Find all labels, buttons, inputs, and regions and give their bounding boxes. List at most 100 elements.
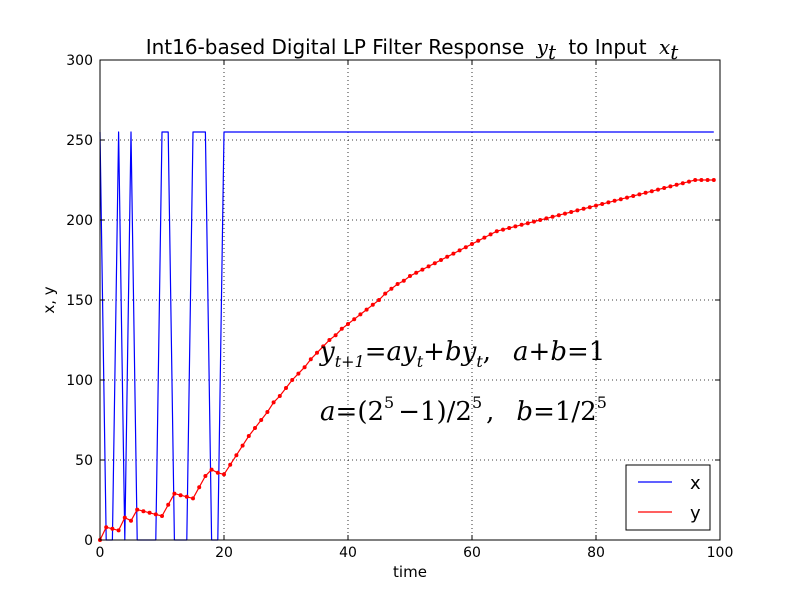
- series-point-y: [550, 214, 555, 219]
- series-point-y: [178, 493, 183, 498]
- eq1-a: a: [387, 337, 403, 367]
- series-point-y: [141, 509, 146, 514]
- series-point-y: [482, 235, 487, 240]
- y-tick-label: 200: [66, 213, 93, 229]
- series-point-y: [705, 178, 710, 182]
- series-point-y: [271, 400, 276, 405]
- legend-label-y: y: [690, 503, 701, 524]
- chart-title-x-symbol: x: [659, 35, 670, 59]
- series-point-y: [618, 197, 623, 202]
- series-point-y: [333, 333, 338, 338]
- series-point-y: [246, 434, 251, 438]
- eq1-y2-sub: t: [476, 352, 483, 371]
- grid-lines: [100, 60, 720, 540]
- eq1-y1: y: [401, 337, 417, 367]
- eq2-b: b: [516, 397, 533, 427]
- eq1-y2: y: [461, 337, 477, 367]
- y-tick-label: 0: [84, 533, 93, 549]
- series-point-y: [470, 242, 474, 246]
- series-point-y: [525, 221, 530, 226]
- y-tick-label: 50: [75, 453, 93, 469]
- series-point-y: [445, 254, 450, 259]
- y-tick-label: 150: [66, 293, 93, 309]
- eq1-rel-plus: +: [529, 337, 551, 367]
- series-point-y: [284, 386, 288, 390]
- series-point-y: [519, 222, 524, 227]
- series-point-y: [222, 472, 226, 477]
- series-point-y: [209, 467, 214, 472]
- series-point-y: [532, 219, 536, 224]
- series-point-y: [463, 245, 468, 250]
- x-tick-label: 80: [587, 545, 605, 561]
- series-point-y: [296, 371, 301, 376]
- series-point-y: [587, 205, 592, 210]
- eq2-a: a: [320, 397, 336, 427]
- series-point-y: [153, 512, 158, 517]
- series-point-y: [408, 274, 412, 278]
- series-point-y: [594, 203, 598, 208]
- series-point-y: [358, 312, 363, 317]
- series-point-y: [259, 418, 264, 422]
- y-tick-label: 100: [66, 373, 93, 389]
- series-point-y: [556, 213, 561, 218]
- series-line-x: [99, 131, 714, 541]
- series-point-y: [699, 178, 704, 182]
- series-point-y: [160, 514, 164, 518]
- series-point-y: [215, 470, 220, 475]
- series-point-y: [581, 206, 586, 211]
- eq2-eq: =: [336, 397, 358, 427]
- eq1-lhs: y: [319, 337, 335, 367]
- series-point-y: [649, 189, 654, 194]
- series-point-y: [637, 192, 642, 197]
- series-point-y: [228, 462, 233, 467]
- series-point-y: [147, 510, 152, 515]
- y-axis-label: x, y: [40, 286, 58, 313]
- series-point-y: [488, 232, 493, 237]
- series-point-y: [315, 350, 319, 355]
- series-point-y: [377, 298, 381, 302]
- series-point-y: [302, 365, 307, 370]
- series-point-y: [420, 267, 425, 272]
- series-layer: [98, 131, 716, 542]
- eq2-b-eq: =: [533, 397, 555, 427]
- series-point-y: [513, 224, 518, 229]
- series-point-y: [668, 184, 673, 189]
- series-point-y: [110, 526, 115, 531]
- series-point-y: [401, 278, 406, 283]
- eq1-eq: =: [365, 337, 387, 367]
- series-point-y: [656, 187, 660, 192]
- series-point-y: [631, 194, 636, 198]
- eq2-b-val: 1/2: [555, 397, 597, 427]
- series-point-y: [191, 496, 195, 501]
- series-point-y: [432, 261, 437, 266]
- series-point-y: [501, 227, 505, 232]
- x-tick-label: 0: [96, 545, 105, 561]
- series-point-y: [203, 474, 208, 478]
- series-line-y: [99, 179, 714, 541]
- series-point-y: [680, 181, 685, 186]
- eq1-plus: +: [423, 337, 445, 367]
- equation-coefficients: a=(25 −1)/25, b=1/25: [320, 393, 607, 427]
- series-point-y: [370, 302, 375, 307]
- eq1-y1-sub: t: [417, 352, 424, 371]
- series-point-y: [265, 410, 270, 414]
- chart-title-y-symbol: y: [536, 35, 549, 59]
- series-point-y: [494, 229, 499, 234]
- series-point-y: [253, 426, 257, 430]
- series-point-y: [129, 518, 133, 523]
- series-point-y: [662, 186, 667, 190]
- eq1-lhs-sub: t+1: [335, 352, 365, 371]
- eq1-comma: ,: [483, 337, 491, 367]
- tick-marks: [99, 59, 721, 541]
- x-tick-label: 100: [707, 545, 734, 561]
- series-point-y: [563, 211, 567, 216]
- series-point-y: [575, 208, 580, 213]
- legend: x y: [625, 464, 711, 531]
- series-point-y: [383, 291, 388, 296]
- series-point-y: [439, 258, 443, 262]
- eq2-exp3: 5: [597, 393, 607, 412]
- legend-box: [625, 464, 711, 531]
- series-point-y: [184, 494, 189, 499]
- series-point-y: [321, 344, 326, 349]
